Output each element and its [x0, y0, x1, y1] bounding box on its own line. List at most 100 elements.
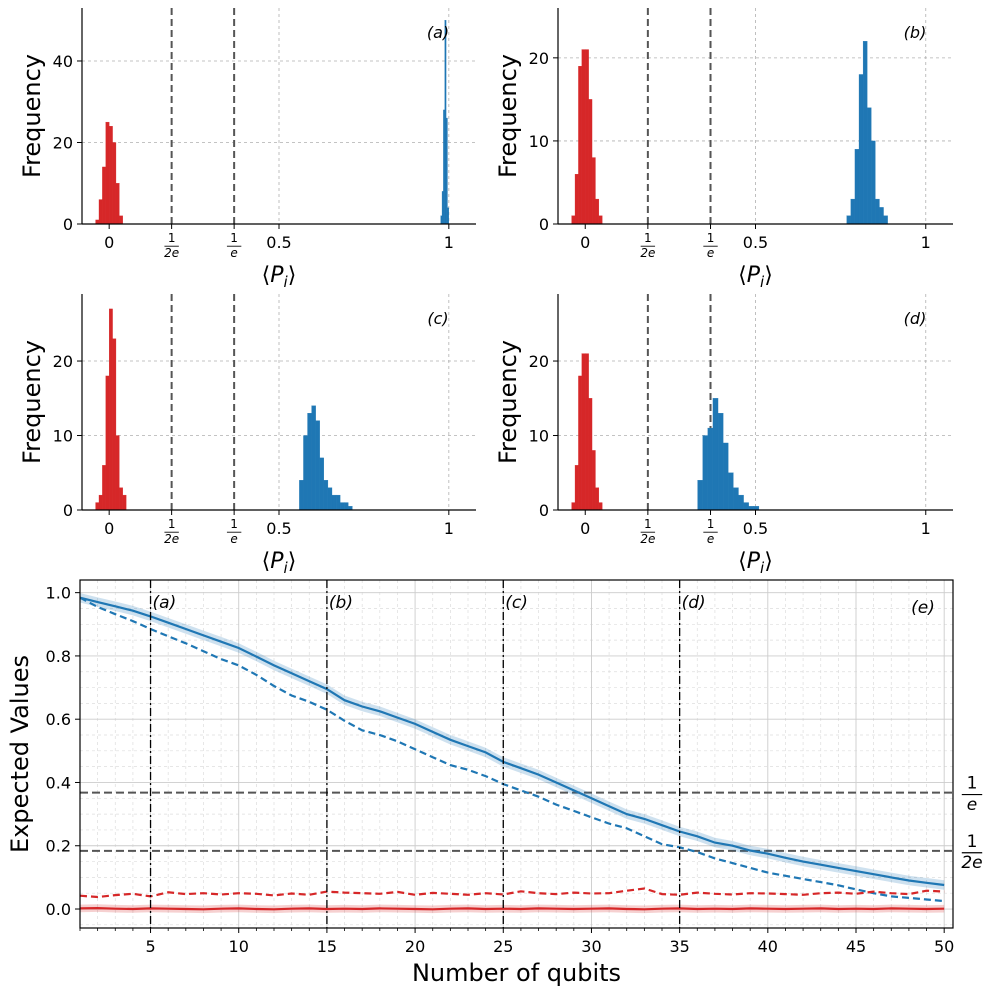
x-tick-label-1-over-2e-den: 2e	[164, 246, 179, 260]
red-solid-line	[79, 906, 945, 911]
x-tick-label-1-over-e-den: e	[230, 246, 237, 260]
x-tick-label: 25	[493, 937, 513, 956]
y-tick-label: 10	[529, 132, 549, 151]
x-tick-label: 40	[758, 937, 778, 956]
blue-histogram-bar	[733, 487, 739, 511]
blue-histogram-bar	[738, 494, 744, 511]
x-tick-label-1-over-e-den: e	[230, 532, 237, 546]
x-axis-label: ⟨Pi⟩	[738, 549, 773, 577]
blue-histogram-bar	[339, 502, 345, 511]
x-tick-label-1-over-2e-num: 1	[644, 517, 652, 531]
blue-histogram-bar	[323, 480, 329, 511]
y-tick-label: 0.4	[46, 773, 71, 792]
x-tick-label: 0	[104, 519, 114, 538]
red-histogram-bar	[105, 121, 110, 225]
y-axis-label: Expected Values	[6, 655, 34, 853]
x-tick-label-1-over-2e: 12e	[640, 517, 655, 546]
blue-histogram-bar	[327, 487, 333, 511]
blue-histogram-bar	[303, 435, 308, 511]
red-histogram-bar	[595, 487, 600, 511]
x-tick-label-1-over-2e-den: 2e	[164, 532, 179, 546]
x-tick-label-1-over-2e-num: 1	[168, 231, 176, 245]
blue-histogram-bar	[883, 215, 888, 225]
x-tick-label: 0.5	[266, 233, 291, 252]
red-histogram-bar	[122, 494, 127, 511]
x-tick-label-1-over-e-den: e	[707, 532, 714, 546]
x-tick-label-1-over-e-num: 1	[707, 517, 715, 531]
red-histogram-bar	[581, 353, 586, 511]
x-axis-label: ⟨Pi⟩	[262, 263, 297, 291]
red-histogram-bar	[595, 198, 600, 225]
blue-histogram-bar	[717, 413, 724, 511]
y-tick-label: 0.0	[46, 900, 71, 919]
red-histogram-bar	[119, 215, 123, 225]
x-tick-label-1-over-e: 1e	[703, 517, 718, 546]
blue-histogram-bar	[707, 427, 714, 511]
red-histogram-bar	[588, 398, 593, 511]
y-axis-label: Frequency	[494, 340, 522, 464]
hline-label-1-over-e-num: 1	[967, 774, 978, 794]
x-tick-label-1-over-2e-den: 2e	[640, 246, 655, 260]
x-tick-label-1-over-2e-num: 1	[644, 231, 652, 245]
hline-label-1-over-e-den: e	[967, 795, 977, 815]
y-tick-label: 10	[529, 427, 549, 446]
blue-histogram-bar	[311, 405, 316, 511]
y-tick-label: 20	[53, 352, 73, 371]
blue-solid-line	[79, 596, 945, 887]
panel-label-e: (e)	[911, 598, 935, 618]
x-tick-label: 10	[229, 937, 249, 956]
vline-label-b: (b)	[329, 593, 353, 613]
y-tick-label: 20	[529, 352, 549, 371]
hline-label-1-over-2e-den: 2e	[961, 853, 982, 873]
red-histogram-bar	[98, 199, 103, 225]
blue-histogram-bar	[862, 41, 868, 225]
panel-label-a: (a)	[427, 23, 449, 42]
blue-histogram-bar	[445, 117, 448, 225]
y-tick-label: 0	[539, 215, 549, 234]
blue-histogram-bar	[723, 442, 729, 511]
panel-label-c: (c)	[427, 309, 448, 328]
x-axis-label: ⟨Pi⟩	[738, 263, 773, 291]
x-tick-label-1-over-e-num: 1	[230, 231, 238, 245]
red-histogram-bar	[112, 338, 117, 511]
blue-histogram-bar	[846, 215, 851, 225]
blue-histogram-bar	[867, 107, 872, 225]
panel-label-b: (b)	[904, 23, 927, 42]
y-axis-label: Frequency	[18, 340, 46, 464]
y-tick-label: 10	[53, 427, 73, 446]
x-tick-label-1-over-2e-den: 2e	[640, 532, 655, 546]
red-histogram-bar	[98, 494, 103, 511]
blue-histogram-bar	[879, 207, 884, 225]
red-histogram-bar	[581, 49, 586, 225]
blue-histogram-bar	[335, 494, 341, 511]
blue-histogram-bar	[299, 480, 304, 511]
red-histogram-bar	[119, 487, 123, 511]
blue-histogram-bar	[315, 420, 320, 511]
x-tick-label: 0	[104, 233, 114, 252]
x-tick-label-1-over-2e: 12e	[164, 231, 179, 260]
blue-histogram-bar	[743, 502, 749, 511]
red-histogram-bar	[598, 215, 603, 225]
red-histogram-bar	[112, 142, 117, 225]
x-axis-label: ⟨Pi⟩	[262, 549, 297, 577]
hline-label-1-over-2e-num: 1	[967, 832, 978, 852]
x-tick-label: 50	[934, 937, 954, 956]
red-histogram-bar	[578, 66, 582, 225]
blue-histogram-bar	[344, 502, 349, 511]
x-tick-label: 1	[921, 233, 931, 252]
red-histogram-bar	[102, 465, 106, 511]
hline-label-1-over-e: 1e	[961, 774, 983, 815]
x-tick-label-1-over-e: 1e	[226, 517, 242, 546]
red-histogram-bar	[591, 157, 596, 225]
x-tick-label: 1	[921, 519, 931, 538]
blue-histogram-bar	[441, 191, 444, 225]
red-histogram-bar	[109, 126, 113, 225]
x-tick-label-1-over-e: 1e	[703, 231, 718, 260]
blue-histogram-bar	[712, 398, 719, 511]
y-axis-label: Frequency	[494, 54, 522, 178]
blue-histogram-bar	[319, 457, 324, 511]
panel-label-d: (d)	[904, 309, 927, 328]
